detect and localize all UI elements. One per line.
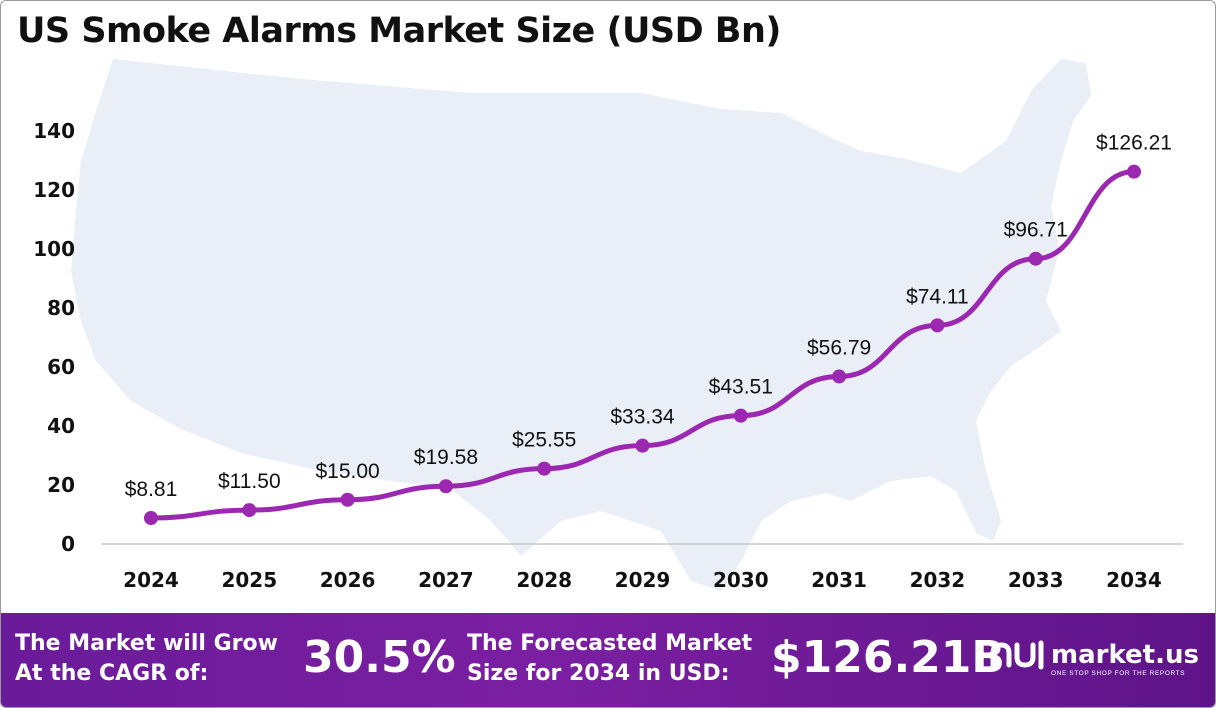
data-point: [537, 461, 552, 476]
series-line: [148, 169, 1137, 521]
y-tick-label: 20: [47, 473, 75, 497]
cagr-label-line2: At the CAGR of:: [15, 661, 209, 686]
x-tick-label: 2030: [713, 568, 769, 592]
data-point: [1127, 164, 1141, 179]
data-point: [733, 408, 748, 423]
brand-name: market.us: [1051, 640, 1199, 670]
x-tick-label: 2025: [221, 568, 277, 592]
forecast-value: $126.21B: [771, 632, 1005, 683]
data-label: $126.21: [1096, 132, 1172, 155]
x-tick-label: 2034: [1106, 568, 1162, 592]
data-point: [930, 318, 945, 333]
data-point: [340, 492, 355, 507]
data-point: [144, 511, 158, 526]
data-label: $56.79: [807, 336, 871, 359]
brand-logo: market.us: [989, 639, 1199, 671]
x-tick-label: 2027: [418, 568, 474, 592]
data-label: $11.50: [218, 470, 281, 493]
data-label: $8.81: [125, 478, 178, 501]
cagr-value: 30.5%: [303, 632, 456, 683]
data-label: $15.00: [315, 460, 379, 483]
data-label: $25.55: [512, 429, 576, 452]
x-tick-label: 2028: [516, 568, 572, 592]
market-us-logo-icon: [990, 640, 1044, 670]
y-tick-label: 100: [33, 237, 75, 261]
data-label: $43.51: [709, 376, 773, 399]
line-chart: 0 20 40 60 80 100 120 140 2024 2025 2026 2027 2028 20…: [33, 59, 1183, 592]
data-point: [832, 369, 847, 384]
data-label: $74.11: [906, 285, 969, 308]
y-tick-label: 140: [33, 119, 75, 143]
x-tick-label: 2024: [123, 568, 179, 592]
data-label: $19.58: [414, 446, 478, 469]
y-tick-label: 0: [61, 532, 75, 556]
brand-tagline: ONE STOP SHOP FOR THE REPORTS: [1051, 670, 1186, 677]
forecast-label-line2: Size for 2034 in USD:: [467, 661, 730, 686]
x-tick-label: 2029: [615, 568, 671, 592]
y-tick-label: 40: [47, 414, 75, 438]
x-tick-label: 2033: [1008, 568, 1064, 592]
forecast-label-line1: The Forecasted Market: [467, 631, 753, 656]
data-point: [438, 479, 453, 494]
x-tick-label: 2031: [811, 568, 867, 592]
footer-banner: The Market will Grow At the CAGR of: 30.…: [1, 613, 1215, 707]
chart-title: US Smoke Alarms Market Size (USD Bn): [17, 11, 781, 51]
data-point: [1028, 251, 1043, 266]
cagr-label-line1: The Market will Grow: [15, 631, 278, 656]
data-label: $96.71: [1004, 219, 1068, 242]
y-tick-label: 80: [47, 296, 75, 320]
data-label: $33.34: [610, 406, 675, 429]
data-point: [635, 438, 650, 453]
x-tick-label: 2026: [320, 568, 376, 592]
data-point: [242, 503, 257, 518]
y-tick-label: 120: [33, 178, 75, 202]
y-tick-label: 60: [47, 355, 75, 379]
x-tick-label: 2032: [910, 568, 966, 592]
us-map-background: [71, 59, 1091, 591]
